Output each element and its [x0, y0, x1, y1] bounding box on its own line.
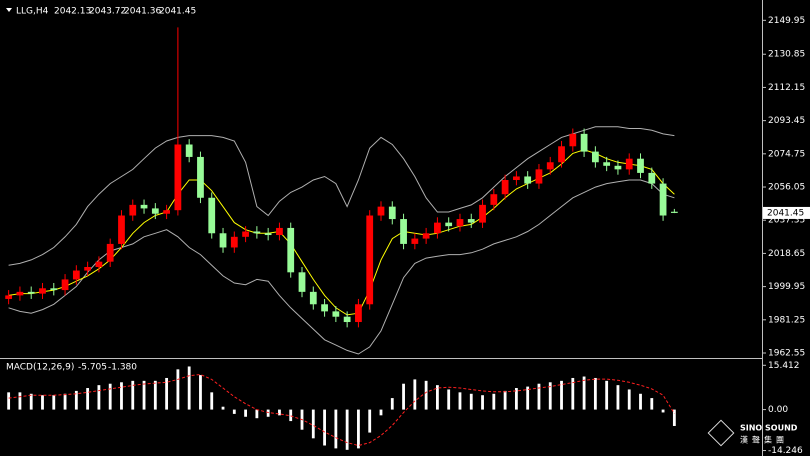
candle-body [546, 162, 554, 170]
candle-body [366, 215, 374, 305]
candle-body [253, 231, 261, 234]
candle-body [614, 165, 622, 170]
candle-body [208, 197, 216, 234]
y-tick-label: -14.246 [768, 446, 803, 456]
indicator-line [8, 179, 675, 355]
candle-body [185, 144, 193, 157]
ohlc-readout: 2043.72 [89, 7, 126, 17]
ohlc-readout: 2041.45 [159, 7, 196, 17]
y-tick-label: 2074.75 [768, 149, 805, 159]
candle-body [422, 233, 430, 239]
current-price: 2041.45 [767, 208, 804, 218]
candle-body [479, 204, 486, 223]
candle-body [591, 151, 599, 163]
candle-body [524, 176, 532, 184]
y-tick-label: 1962.55 [768, 349, 805, 359]
candle-body [569, 133, 577, 147]
candle-body [388, 206, 396, 220]
logo-mark [707, 419, 735, 447]
candle-body [61, 279, 69, 291]
candle-body [287, 227, 295, 273]
y-tick-label: 2112.15 [768, 83, 805, 93]
candle-body [659, 183, 667, 216]
candle-body [39, 288, 46, 294]
candle-body [467, 219, 475, 223]
candle-body [648, 172, 656, 184]
candle-body [264, 233, 272, 236]
candle-body [50, 288, 58, 291]
candle-body [332, 311, 340, 317]
candle-body [309, 291, 317, 305]
candle-body [513, 176, 520, 181]
symbol: LLG,H4 [16, 7, 49, 17]
y-tick-label: 2056.05 [768, 183, 805, 193]
ohlc-readout: 2042.13 [54, 7, 91, 17]
candle-body [230, 236, 238, 248]
indicator-line [8, 126, 675, 266]
watermark-brand: SINO SOUND [740, 424, 798, 433]
candle-body [580, 133, 588, 152]
candle-body [637, 158, 644, 173]
candle-body [355, 304, 362, 323]
y-tick-label: 2093.45 [768, 116, 805, 126]
candle-body [603, 162, 611, 166]
watermark-name: 漢聲集團 [740, 435, 788, 445]
candle-body [95, 261, 103, 267]
y-tick-label: 1981.25 [768, 315, 805, 325]
candle-body [72, 270, 80, 280]
candle-body [298, 272, 306, 292]
candle-body [16, 291, 24, 296]
candle-body [321, 304, 328, 312]
candle-body [411, 238, 419, 244]
candle-body [118, 215, 125, 244]
candle-body [197, 156, 204, 198]
candle-body [343, 316, 351, 323]
macd-readout: -1.380 [108, 363, 137, 373]
macd-title: MACD(12,26,9) [6, 363, 74, 373]
candle-body [456, 219, 464, 227]
macd-readout: -5.705 [78, 363, 107, 373]
candle-body [84, 266, 92, 271]
candle-body [377, 206, 385, 216]
candle-body [490, 194, 498, 205]
candle-body [151, 208, 159, 214]
candle-body [219, 233, 227, 248]
candle-body [535, 169, 543, 184]
candle-body [445, 222, 453, 227]
candle-body [106, 243, 114, 262]
current-price-box [763, 206, 810, 219]
signal-line [8, 373, 675, 447]
y-tick-label: 1999.95 [768, 282, 805, 292]
y-tick-label: 0.00 [768, 405, 788, 415]
y-tick-label: 2037.35 [768, 216, 805, 226]
candle-body [140, 204, 148, 209]
candle-body [129, 204, 137, 216]
candle-body [163, 210, 170, 214]
y-tick-label: 2130.85 [768, 50, 805, 60]
y-tick-label: 2018.65 [768, 249, 805, 259]
candle-body [27, 291, 35, 294]
candle-body [670, 211, 678, 213]
candle-body [400, 219, 407, 244]
candle-body [242, 231, 249, 237]
candle-body [5, 295, 13, 299]
candle-body [174, 144, 182, 211]
candle-body [434, 222, 441, 234]
candle-body [276, 227, 283, 236]
candle-body [625, 158, 633, 170]
candle-body [558, 146, 565, 163]
menu-arrow[interactable] [6, 8, 12, 12]
candle-body [501, 180, 509, 195]
ohlc-readout: 2041.36 [124, 7, 161, 17]
y-tick-label: 15.412 [768, 361, 800, 371]
y-tick-label: 2149.95 [768, 16, 805, 26]
